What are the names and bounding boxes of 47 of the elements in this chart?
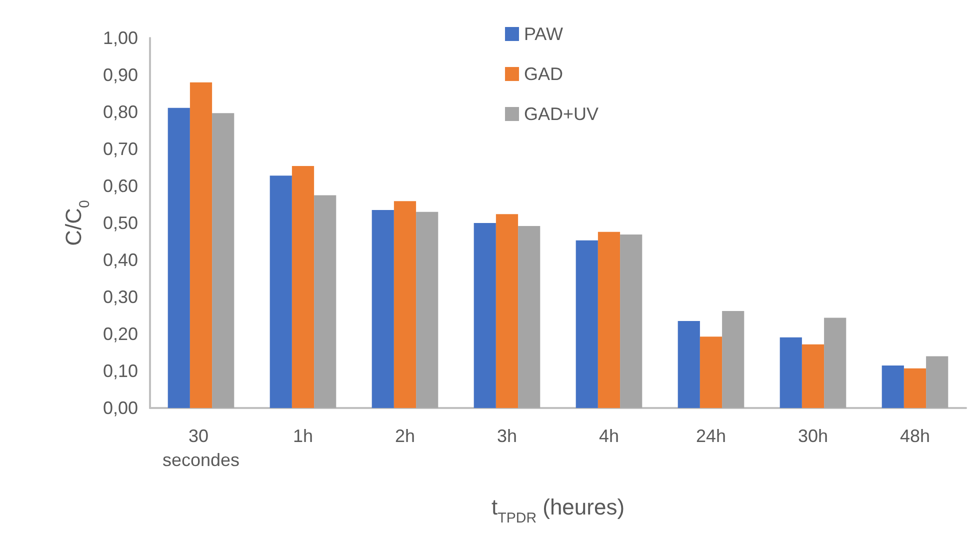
bar <box>722 311 744 408</box>
x-tick-label: 30 secondes <box>162 426 240 470</box>
bar <box>292 166 314 408</box>
y-tick-label: 0,70 <box>102 139 138 159</box>
legend-label: GAD+UV <box>524 104 599 124</box>
bar <box>314 195 336 408</box>
bar <box>802 344 824 408</box>
x-tick-label: 3h <box>496 426 518 446</box>
bar <box>496 214 518 408</box>
bar <box>620 234 642 408</box>
bar <box>372 210 394 408</box>
bar <box>474 223 496 408</box>
y-tick-label: 0,90 <box>102 65 138 85</box>
bar <box>780 337 802 408</box>
bar <box>576 240 598 408</box>
y-tick-label: 0,60 <box>102 176 138 196</box>
y-tick-label: 0,40 <box>102 250 138 270</box>
y-tick-label: 1,00 <box>102 28 138 48</box>
bar <box>926 356 948 408</box>
bar <box>598 232 620 408</box>
x-tick-label: 1h <box>292 426 314 446</box>
bar <box>518 226 540 408</box>
y-tick-label: 0,20 <box>102 324 138 344</box>
x-tick-label: 48h <box>900 426 930 446</box>
y-axis-title: C/C0 <box>60 200 94 246</box>
y-tick-label: 0,80 <box>102 102 138 122</box>
bar <box>824 318 846 408</box>
legend-label: PAW <box>524 24 564 44</box>
bar <box>678 321 700 408</box>
y-tick-label: 0,30 <box>102 287 138 307</box>
x-tick-label: 30h <box>798 426 828 446</box>
x-tick-label: 4h <box>598 426 620 446</box>
bar <box>212 113 234 408</box>
bar <box>882 365 904 408</box>
legend-label: GAD <box>524 64 564 84</box>
bar <box>270 176 292 408</box>
bar <box>168 108 190 408</box>
y-tick-label: 0,10 <box>102 361 138 381</box>
y-tick-label: 0,00 <box>102 398 138 418</box>
x-tick-label: 2h <box>394 426 416 446</box>
bar <box>700 336 722 408</box>
bar <box>394 201 416 408</box>
bar <box>190 82 212 408</box>
y-tick-label: 0,50 <box>102 213 138 233</box>
bar <box>904 368 926 408</box>
x-tick-label: 24h <box>696 426 726 446</box>
bar <box>416 212 438 408</box>
